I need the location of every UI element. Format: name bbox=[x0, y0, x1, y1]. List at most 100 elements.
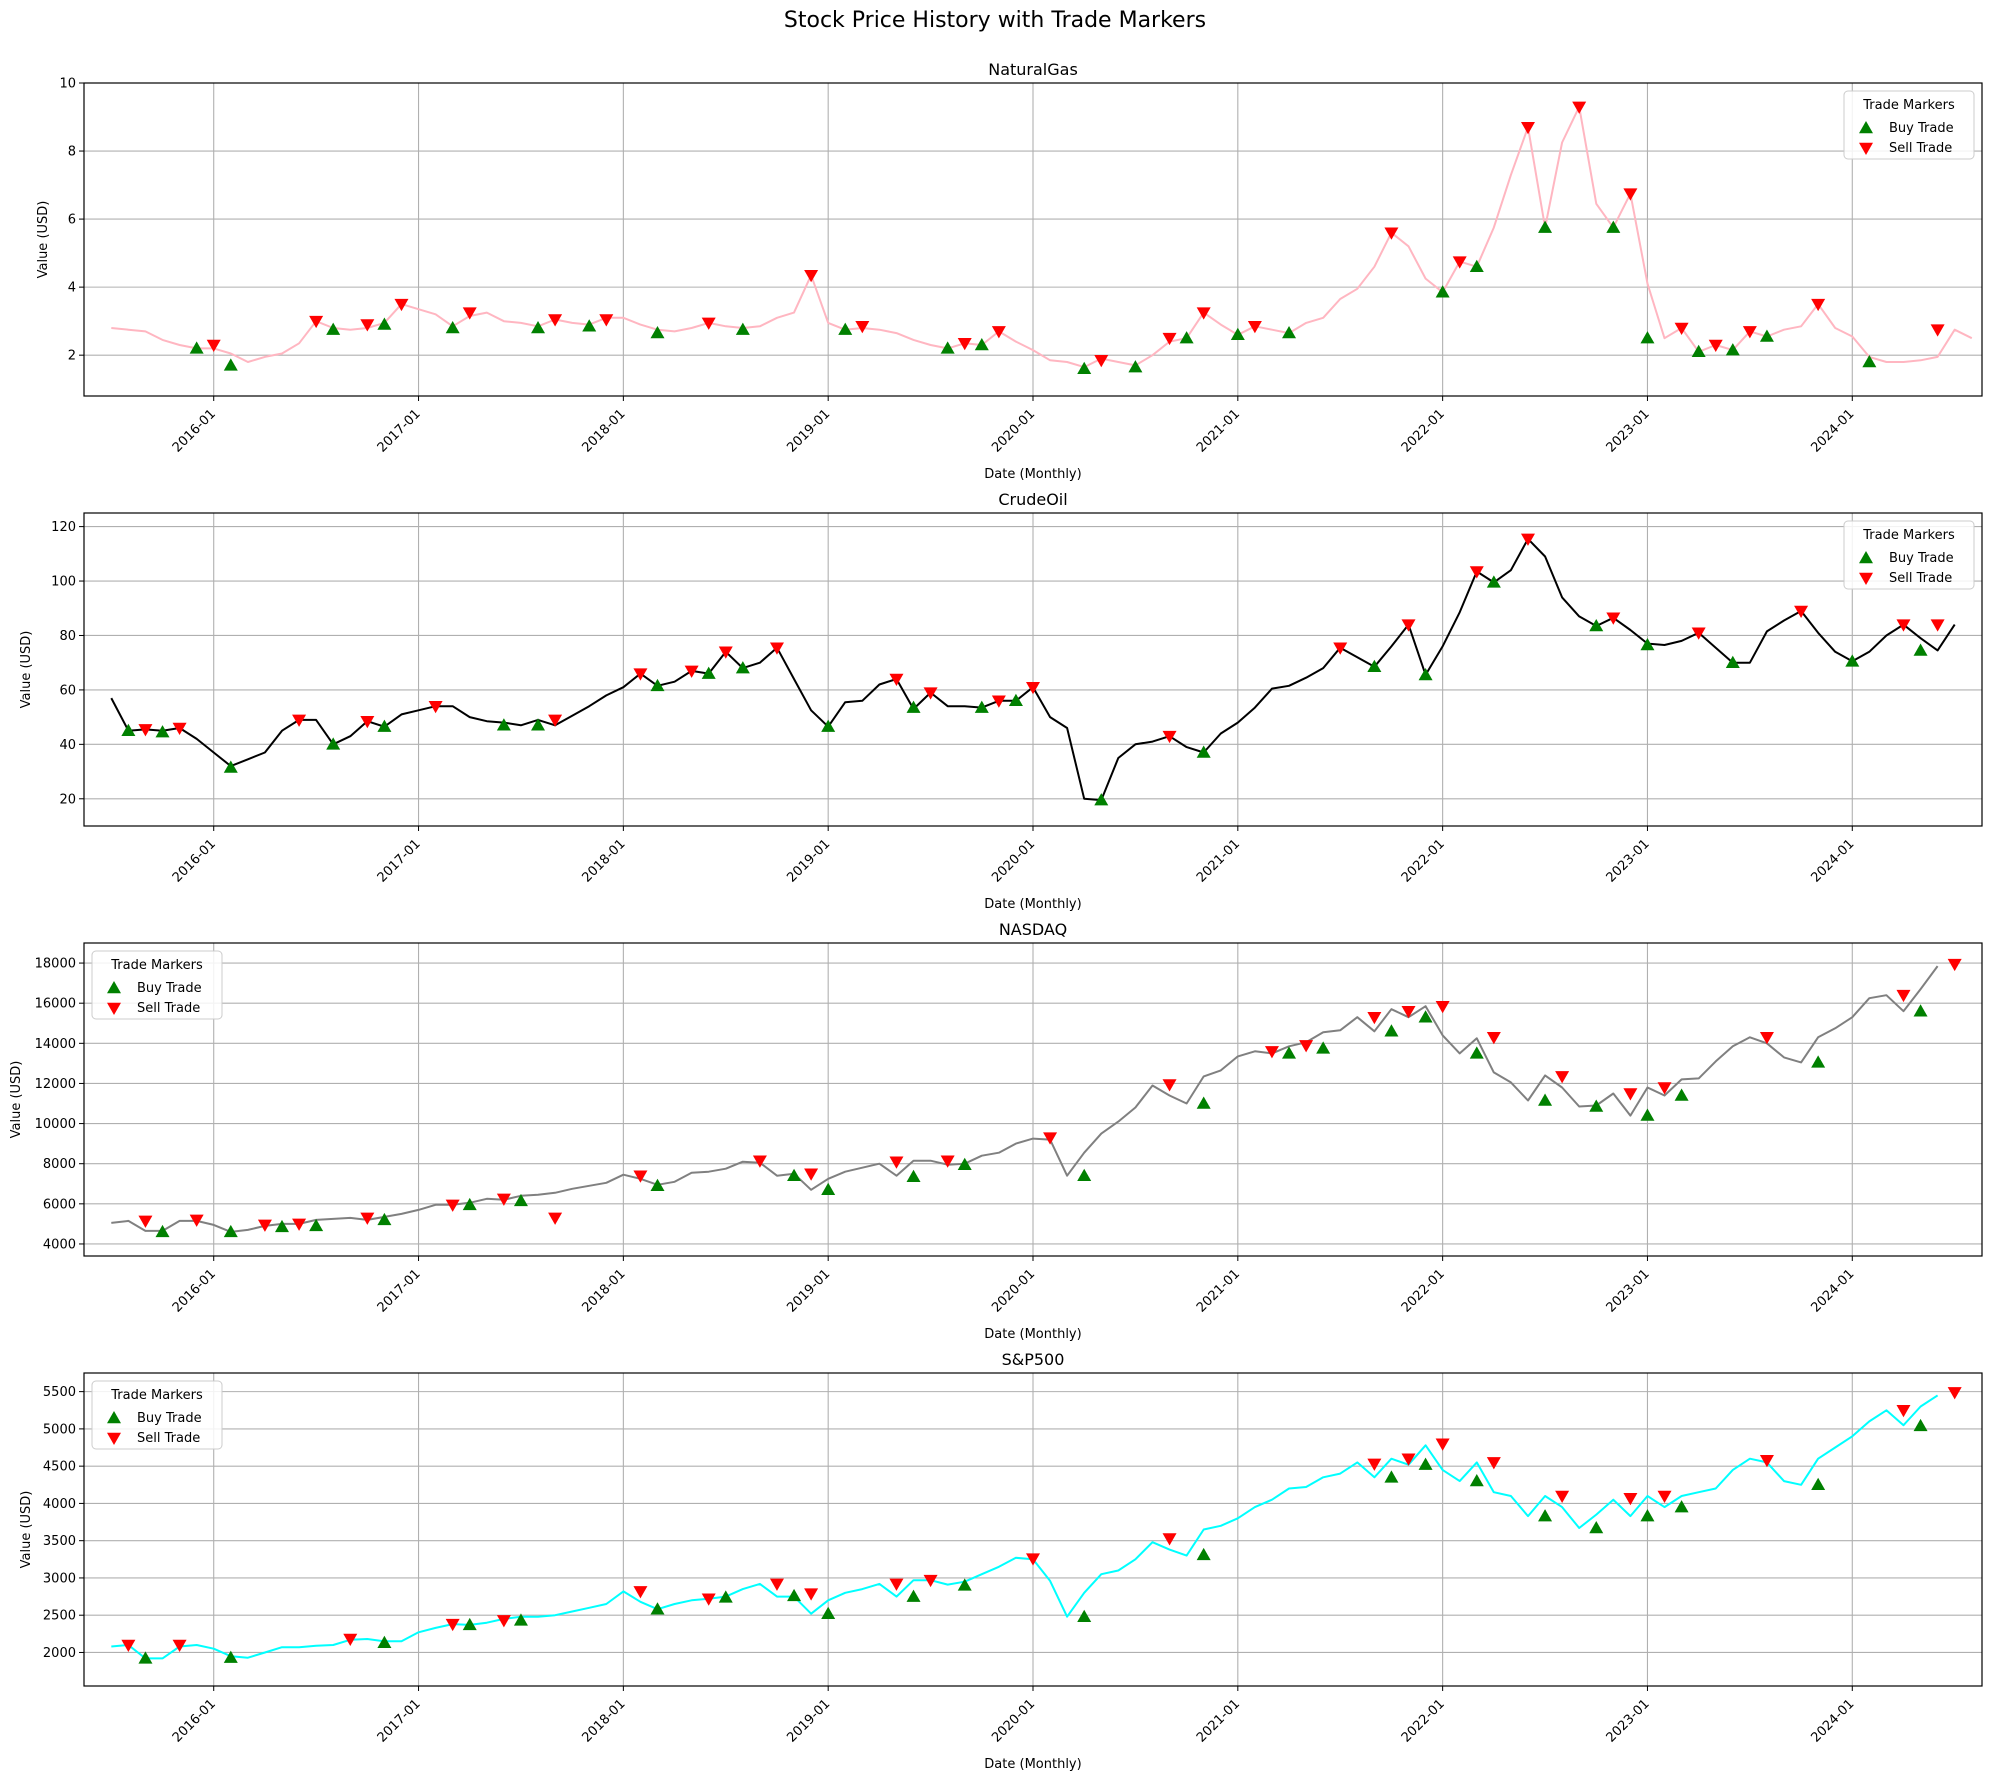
buy-trade-marker bbox=[1469, 1474, 1484, 1487]
sell-trade-marker bbox=[1401, 1453, 1416, 1466]
buy-trade-marker bbox=[1418, 667, 1433, 681]
sell-trade-marker bbox=[1384, 227, 1399, 240]
x-axis-label: Date (Monthly) bbox=[984, 897, 1081, 912]
sell-trade-marker bbox=[445, 1618, 460, 1632]
buy-trade-marker bbox=[582, 319, 597, 332]
sell-trade-marker bbox=[1555, 1490, 1570, 1503]
buy-trade-marker bbox=[718, 1590, 733, 1603]
buy-trade-marker bbox=[1725, 343, 1740, 356]
legend-sell-marker bbox=[107, 1002, 121, 1015]
buy-trade-marker bbox=[650, 678, 665, 692]
buy-trade-marker bbox=[974, 700, 989, 713]
buy-trade-marker bbox=[377, 1212, 392, 1226]
sell-trade-marker bbox=[1742, 326, 1757, 339]
buy-trade-marker bbox=[1128, 360, 1143, 373]
buy-trade-marker bbox=[1811, 1477, 1826, 1491]
legend: Trade Markers Buy Trade Sell Trade bbox=[91, 950, 223, 1020]
buy-trade-marker bbox=[1606, 220, 1621, 233]
sell-trade-marker bbox=[1811, 298, 1826, 312]
sell-trade-marker bbox=[804, 1168, 819, 1181]
legend: Trade Markers Buy Trade Sell Trade bbox=[1843, 520, 1975, 590]
sell-trade-marker bbox=[360, 1212, 375, 1225]
legend-sell-marker bbox=[107, 1432, 121, 1445]
buy-trade-marker bbox=[1913, 1418, 1928, 1432]
sell-trade-marker bbox=[1708, 339, 1723, 352]
buy-trade-marker bbox=[445, 320, 460, 334]
sell-trade-marker bbox=[360, 319, 375, 332]
sell-trade-marker bbox=[1759, 1032, 1774, 1045]
buy-trade-marker bbox=[155, 1224, 170, 1238]
buy-trade-marker bbox=[1640, 638, 1655, 651]
sell-trade-marker bbox=[1367, 1458, 1382, 1471]
y-tick-label: 16000 bbox=[35, 997, 76, 1012]
sell-trade-marker bbox=[548, 714, 563, 727]
sell-trade-marker bbox=[1026, 1553, 1040, 1566]
sell-trade-marker bbox=[138, 1215, 153, 1228]
buy-trade-marker bbox=[326, 322, 341, 335]
y-tick-label: 4000 bbox=[43, 1497, 76, 1512]
buy-trade-marker bbox=[1913, 1004, 1928, 1017]
y-tick-label: 4500 bbox=[43, 1460, 76, 1475]
sell-trade-marker bbox=[701, 1593, 716, 1606]
sell-trade-marker bbox=[1691, 627, 1706, 640]
legend-title: Trade Markers bbox=[110, 1388, 203, 1403]
y-axis-label: Value (USD) bbox=[19, 631, 34, 709]
sell-trade-marker bbox=[1043, 1132, 1058, 1145]
buy-trade-marker bbox=[1077, 1609, 1092, 1622]
y-tick-label: 60 bbox=[59, 683, 76, 698]
buy-trade-marker bbox=[1589, 618, 1604, 632]
y-tick-label: 8 bbox=[68, 145, 76, 160]
buy-trade-marker bbox=[838, 322, 853, 335]
buy-trade-marker bbox=[650, 326, 665, 339]
y-tick-label: 2500 bbox=[43, 1609, 76, 1624]
sell-trade-marker bbox=[548, 1212, 563, 1225]
sell-trade-marker bbox=[923, 687, 938, 700]
buy-trade-marker bbox=[1486, 575, 1501, 588]
buy-trade-marker bbox=[1282, 1046, 1297, 1059]
buy-trade-marker bbox=[1077, 361, 1092, 375]
legend-title: Trade Markers bbox=[110, 958, 203, 973]
sell-trade-marker bbox=[1469, 566, 1484, 579]
sell-trade-marker bbox=[1947, 1387, 1962, 1400]
sell-trade-marker bbox=[172, 1639, 187, 1653]
buy-trade-marker bbox=[650, 1178, 665, 1192]
sell-trade-marker bbox=[496, 1193, 511, 1206]
buy-trade-marker bbox=[735, 661, 750, 674]
legend-buy-label: Buy Trade bbox=[1889, 551, 1954, 566]
buy-trade-marker bbox=[274, 1219, 289, 1233]
buy-trade-marker bbox=[974, 337, 989, 351]
sell-trade-marker bbox=[1896, 1405, 1911, 1418]
buy-trade-marker bbox=[223, 760, 238, 773]
buy-trade-marker bbox=[906, 1589, 921, 1602]
legend-buy-marker bbox=[107, 1411, 121, 1424]
sell-trade-marker bbox=[1299, 1040, 1314, 1053]
legend: Trade Markers Buy Trade Sell Trade bbox=[91, 1380, 223, 1450]
buy-trade-marker bbox=[906, 1169, 921, 1182]
sell-trade-marker bbox=[1623, 1088, 1638, 1101]
sell-trade-marker bbox=[633, 1586, 648, 1599]
sell-trade-marker bbox=[1759, 1454, 1774, 1468]
buy-trade-marker bbox=[462, 1617, 477, 1631]
buy-trade-marker bbox=[1196, 1547, 1211, 1561]
sell-trade-marker bbox=[1606, 612, 1621, 625]
sell-trade-marker bbox=[769, 1578, 784, 1591]
buy-trade-marker bbox=[735, 322, 750, 335]
y-tick-label: 4000 bbox=[43, 1237, 76, 1252]
series-line bbox=[111, 105, 1973, 369]
buy-trade-marker bbox=[496, 718, 511, 731]
y-tick-label: 6000 bbox=[43, 1197, 76, 1212]
sell-trade-marker bbox=[1657, 1082, 1672, 1095]
buy-trade-marker bbox=[223, 358, 238, 371]
sell-trade-marker bbox=[1657, 1490, 1672, 1503]
sell-trade-marker bbox=[1264, 1046, 1279, 1059]
buy-trade-marker bbox=[1230, 327, 1245, 341]
y-tick-label: 10 bbox=[59, 77, 76, 92]
y-tick-label: 14000 bbox=[35, 1037, 76, 1052]
buy-trade-marker bbox=[1640, 331, 1655, 344]
sell-trade-marker bbox=[769, 642, 784, 655]
sell-trade-marker bbox=[1623, 1492, 1638, 1506]
y-tick-label: 2 bbox=[68, 349, 76, 364]
buy-trade-marker bbox=[309, 1218, 324, 1232]
sell-trade-marker bbox=[1452, 256, 1467, 269]
sell-trade-marker bbox=[1162, 1533, 1177, 1546]
